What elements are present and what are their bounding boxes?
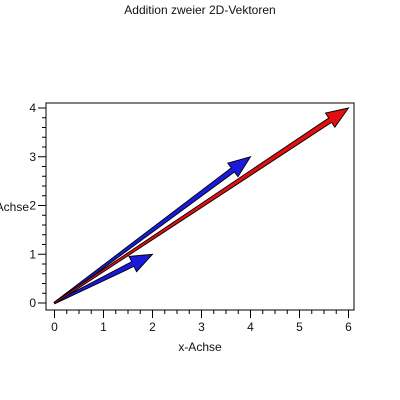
x-axis-label: x-Achse [178, 340, 222, 354]
x-tick-label: 1 [100, 320, 107, 334]
x-tick-label: 3 [198, 320, 205, 334]
x-tick-label: 5 [296, 320, 303, 334]
y-tick-label: 4 [29, 101, 36, 115]
x-tick-label: 6 [345, 320, 352, 334]
vector-arrow-3 [53, 107, 350, 305]
x-axis: 0 1 2 3 4 5 6 [51, 310, 352, 334]
y-axis: 0 1 2 3 4 [29, 101, 46, 310]
y-tick-label: 3 [29, 150, 36, 164]
x-tick-label: 0 [51, 320, 58, 334]
y-axis-label: y-Achse [0, 200, 29, 214]
x-tick-label: 2 [149, 320, 156, 334]
vector-layer [53, 107, 350, 305]
x-tick-label: 4 [247, 320, 254, 334]
y-tick-label: 1 [29, 247, 36, 261]
y-tick-label: 2 [29, 199, 36, 213]
y-tick-label: 0 [29, 296, 36, 310]
vector-arrow-2 [53, 156, 252, 305]
chart-title: Addition zweier 2D-Vektoren [124, 3, 275, 17]
